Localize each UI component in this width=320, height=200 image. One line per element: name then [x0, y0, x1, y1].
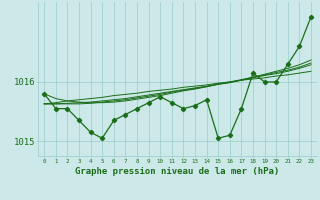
X-axis label: Graphe pression niveau de la mer (hPa): Graphe pression niveau de la mer (hPa) [76, 167, 280, 176]
